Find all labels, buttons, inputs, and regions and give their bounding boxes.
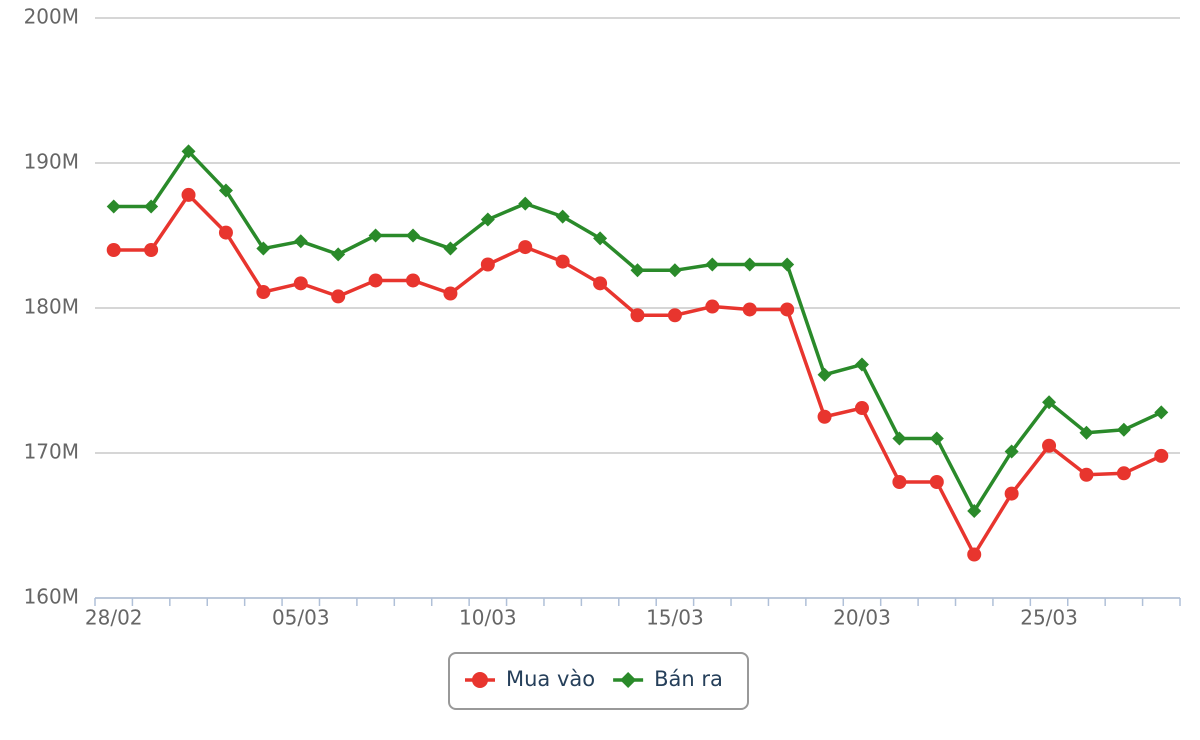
data-point <box>854 357 869 372</box>
legend-label: Mua vào <box>506 667 595 691</box>
data-point <box>331 247 346 262</box>
data-point <box>742 257 757 272</box>
data-point <box>705 257 720 272</box>
y-tick-label: 160M <box>24 585 79 609</box>
data-point <box>293 276 308 291</box>
data-point <box>630 308 645 323</box>
data-point <box>705 299 720 314</box>
data-point <box>443 241 458 256</box>
y-tick-label: 200M <box>24 5 79 29</box>
data-point <box>406 228 421 243</box>
data-point <box>1004 444 1019 459</box>
data-point <box>593 276 608 291</box>
data-point <box>854 401 869 416</box>
data-point <box>181 144 196 159</box>
x-tick-label: 10/03 <box>459 606 517 630</box>
data-point <box>144 243 159 257</box>
data-point <box>256 241 271 256</box>
data-point <box>144 199 159 214</box>
data-point <box>967 504 982 518</box>
data-point <box>480 257 495 272</box>
data-point <box>518 240 533 255</box>
data-point <box>780 302 795 317</box>
legend-marker <box>472 672 488 688</box>
data-point <box>218 183 233 198</box>
data-point <box>406 273 421 288</box>
data-point <box>1004 486 1019 501</box>
x-tick-label: 28/02 <box>85 606 143 630</box>
data-point <box>1154 405 1169 420</box>
data-point <box>742 302 757 317</box>
data-point <box>1042 395 1057 410</box>
data-point <box>1079 425 1094 440</box>
x-tick-label: 15/03 <box>646 606 704 630</box>
data-point <box>667 308 682 323</box>
data-point <box>555 209 570 224</box>
data-point <box>892 431 907 446</box>
data-point <box>331 289 346 304</box>
x-tick-label: 25/03 <box>1020 606 1078 630</box>
data-point <box>1079 467 1094 482</box>
data-point <box>1042 438 1057 453</box>
series-line <box>113 149 1163 513</box>
data-point <box>518 196 533 211</box>
data-point <box>368 273 383 288</box>
data-point <box>480 212 495 227</box>
y-tick-label: 190M <box>24 150 79 174</box>
data-point <box>1154 448 1169 463</box>
data-point <box>293 234 308 249</box>
legend-marker <box>620 672 637 688</box>
data-point <box>1116 466 1131 481</box>
data-point <box>780 257 795 272</box>
data-point <box>106 243 121 257</box>
data-point <box>967 547 982 562</box>
data-point <box>929 475 944 489</box>
x-tick-label: 05/03 <box>272 606 330 630</box>
legend-label: Bán ra <box>654 667 723 691</box>
data-point <box>817 409 832 424</box>
data-point <box>593 231 608 246</box>
data-point <box>667 263 682 278</box>
data-point <box>1116 422 1131 437</box>
data-point <box>218 225 233 240</box>
y-tick-label: 170M <box>24 440 79 464</box>
data-point <box>555 254 570 269</box>
data-point <box>892 475 907 489</box>
x-tick-label: 20/03 <box>833 606 891 630</box>
data-point <box>368 228 383 243</box>
data-point <box>106 199 121 214</box>
data-point <box>630 263 645 278</box>
legend-box <box>448 652 749 710</box>
y-tick-label: 180M <box>24 295 79 319</box>
data-point <box>929 431 944 446</box>
data-point <box>256 285 271 300</box>
data-point <box>443 286 458 301</box>
data-point <box>817 367 832 382</box>
data-point <box>181 187 196 202</box>
